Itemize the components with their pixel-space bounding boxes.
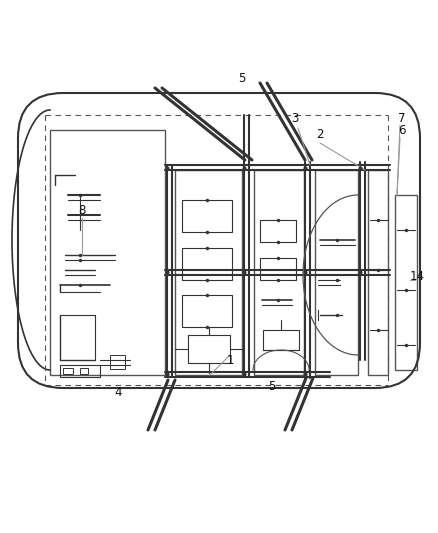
Text: 5: 5 — [268, 379, 276, 392]
Text: 6: 6 — [398, 125, 406, 138]
Bar — [182, 200, 232, 232]
Bar — [315, 170, 358, 375]
Bar — [182, 248, 232, 280]
Text: 1: 1 — [226, 353, 234, 367]
Bar — [263, 330, 299, 350]
Bar — [254, 170, 304, 375]
Bar — [63, 368, 73, 374]
Text: 14: 14 — [410, 270, 424, 282]
Text: 5: 5 — [238, 71, 246, 85]
Bar — [50, 130, 165, 375]
Bar — [260, 220, 296, 242]
Bar — [260, 258, 296, 280]
Text: 8: 8 — [78, 204, 86, 216]
Bar — [110, 355, 125, 369]
Text: 3: 3 — [291, 111, 299, 125]
Bar — [80, 368, 88, 374]
Text: 2: 2 — [316, 128, 324, 141]
Bar — [60, 365, 100, 377]
Text: 4: 4 — [114, 386, 122, 400]
Bar — [188, 335, 230, 363]
Text: 7: 7 — [398, 111, 406, 125]
Bar — [395, 195, 417, 370]
Bar — [368, 170, 388, 375]
Bar — [182, 295, 232, 327]
Bar — [175, 170, 242, 375]
